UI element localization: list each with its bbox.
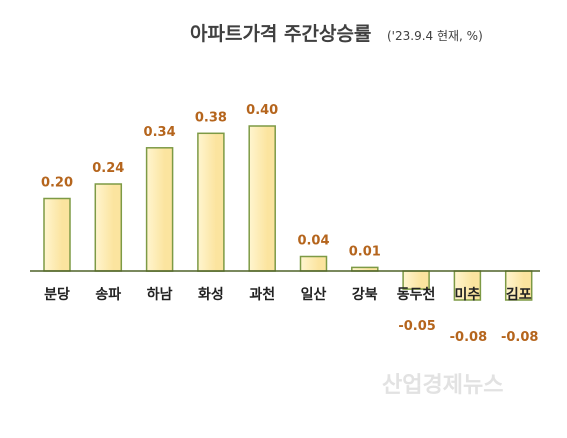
category-label: 과천 — [249, 287, 275, 303]
value-label: -0.05 — [398, 319, 435, 334]
category-label: 일산 — [301, 286, 327, 303]
bar-일산 — [299, 255, 328, 272]
category-label: 김포 — [506, 286, 532, 303]
value-label: -0.08 — [501, 330, 538, 345]
watermark-logo: 산업경제뉴스 — [382, 373, 503, 398]
value-label: 0.01 — [349, 244, 381, 259]
category-label: 화성 — [198, 287, 224, 303]
category-label: 하남 — [147, 286, 173, 303]
labels-group: 0.20 분당 0.24 송파 0.34 하남 0.38 화성 0.40 과천 0.04 일산 0.01… — [41, 103, 538, 345]
value-label: 0.40 — [246, 103, 278, 118]
value-label: 0.34 — [144, 125, 176, 140]
category-label: 송파 — [95, 287, 121, 303]
bar-하남 — [145, 147, 174, 272]
category-label: 미추 — [455, 287, 481, 303]
bar-화성 — [197, 132, 225, 272]
value-label: 0.24 — [92, 161, 124, 176]
bar-송파 — [94, 183, 123, 272]
value-label: 0.38 — [195, 110, 227, 125]
chart-title: 아파트가격 주간상승률 — [190, 23, 371, 45]
value-label: -0.08 — [450, 330, 487, 345]
category-label: 강북 — [352, 286, 378, 303]
value-label: 0.20 — [41, 176, 73, 191]
bar-과천 — [248, 125, 276, 272]
bars-group — [43, 125, 533, 301]
category-label: 동두천 — [397, 287, 436, 303]
bar-분당 — [43, 197, 71, 272]
value-label: 0.04 — [297, 234, 329, 249]
chart-subtitle: ('23.9.4 현재, %) — [387, 29, 483, 43]
category-label: 분당 — [44, 286, 70, 303]
